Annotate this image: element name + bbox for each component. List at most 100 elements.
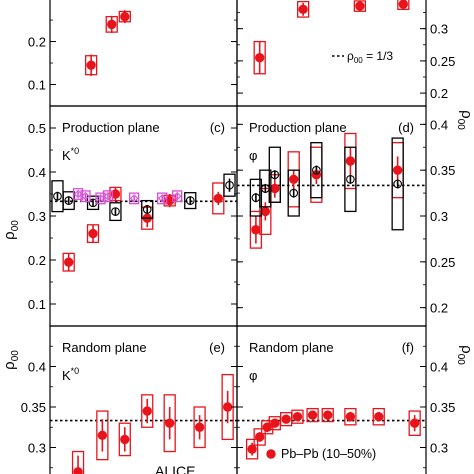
marker-red <box>194 422 205 432</box>
ylabel-right-bottom: ρ00 <box>455 345 474 365</box>
syst-box <box>172 190 183 203</box>
syst-box <box>287 169 300 217</box>
ytick-label: 0.25 <box>430 54 455 69</box>
series-red-filled <box>249 132 404 249</box>
syst-box <box>157 192 168 205</box>
legend-marker <box>266 449 276 459</box>
syst-box <box>253 428 266 446</box>
marker-red <box>392 165 403 175</box>
panel-e: 0.3 0.35 0.4 Random plane (e) K*0 ALICE <box>21 325 238 474</box>
syst-box <box>291 409 304 424</box>
marker-red <box>355 1 365 11</box>
panel-tag: (f) <box>402 340 414 355</box>
marker-red <box>73 467 83 474</box>
syst-box <box>245 438 259 460</box>
panel-title: Production plane <box>62 120 160 135</box>
marker-black-open <box>393 179 403 189</box>
marker-red <box>110 189 121 199</box>
panel-tag: (e) <box>209 340 225 355</box>
marker-red <box>164 418 175 428</box>
syst-box <box>223 173 236 197</box>
ytick-label: 0.3 <box>28 441 46 456</box>
panel-d: 0.2 0.25 0.3 0.35 0.4 Production plane (d) φ <box>236 105 455 327</box>
syst-box <box>249 210 263 249</box>
ytick-label: 0.35 <box>430 400 455 415</box>
marker-red <box>222 402 233 412</box>
plot-area <box>84 10 131 76</box>
syst-box <box>193 406 206 449</box>
syst-box <box>212 182 225 215</box>
marker-black-open <box>346 174 355 184</box>
marker-magenta-open <box>81 191 90 201</box>
collaboration-label: ALICE <box>155 463 195 474</box>
marker-red <box>345 156 356 166</box>
syst-box <box>184 192 197 210</box>
syst-box <box>321 407 334 423</box>
series-red-filled <box>245 407 421 460</box>
marker-red <box>260 206 271 217</box>
legend-label: Pb–Pb (10–50%) <box>281 447 376 461</box>
syst-box <box>102 190 114 203</box>
panel-c: 0.1 0.2 0.3 0.4 0.5 Production plane (c) K*0 <box>28 105 238 327</box>
series-magenta-open <box>72 188 183 205</box>
syst-box <box>344 146 357 213</box>
marker-red <box>142 406 152 416</box>
syst-box <box>95 192 106 205</box>
ytick-label: 0.2 <box>430 301 448 316</box>
syst-box <box>96 410 109 461</box>
marker-red <box>251 225 261 235</box>
marker-red <box>374 412 384 422</box>
ytick-label: 0.5 <box>28 121 46 136</box>
marker-red <box>254 432 265 442</box>
ytick-label: 0.2 <box>430 86 448 101</box>
marker-black-open <box>88 198 98 208</box>
ytick-label: 0.4 <box>28 165 46 180</box>
panels: 0.1 0.2 0.2 0.25 0.3 ρ00 = 1/3 0.1 0.2 0.3 0.4 0.5… <box>21 0 455 474</box>
syst-box <box>128 192 140 205</box>
ytick-label: 0.35 <box>21 400 46 415</box>
syst-box <box>249 178 263 217</box>
marker-red <box>247 444 257 454</box>
series-red-filled <box>71 373 234 474</box>
syst-box <box>408 410 421 436</box>
ytick-label: 0.2 <box>28 253 46 268</box>
series-black-open <box>249 137 404 231</box>
ytick-label: 0.25 <box>430 255 455 270</box>
marker-magenta-open <box>172 191 182 201</box>
syst-box <box>344 407 357 426</box>
panel-f: 0.3 0.35 0.4 Random plane (f) φ Pb–Pb (10–50%) <box>236 325 455 474</box>
ytick-label: 0.3 <box>28 209 46 224</box>
ylabel-left-mid: ρ00 <box>1 220 21 240</box>
ytick-label: 0.3 <box>430 209 448 224</box>
ytick-label: 0.35 <box>430 163 455 178</box>
syst-box <box>397 0 410 10</box>
marker-black-open <box>64 196 74 205</box>
syst-box <box>118 422 131 457</box>
marker-black-open <box>185 196 195 205</box>
syst-box <box>141 394 154 428</box>
marker-red <box>120 434 130 445</box>
series-black-open <box>51 173 236 222</box>
marker-red <box>409 418 420 428</box>
marker-red <box>270 418 280 428</box>
marker-red <box>86 60 96 70</box>
legend-ref-label: ρ00 = 1/3 <box>347 49 393 65</box>
particle-label: φ <box>249 368 257 383</box>
ytick-label: 0.4 <box>430 117 448 132</box>
ytick-label: 0.1 <box>28 297 46 312</box>
marker-magenta-open <box>157 194 167 203</box>
syst-box <box>163 394 176 453</box>
syst-box <box>72 188 84 200</box>
panel-tag: (d) <box>398 120 414 135</box>
marker-red <box>120 11 130 22</box>
panel-title: Production plane <box>249 120 347 135</box>
syst-box <box>86 195 100 211</box>
series-red-filled <box>62 182 225 272</box>
plot-area <box>253 0 410 75</box>
panel-title: Random plane <box>62 340 147 355</box>
marker-red <box>292 412 303 422</box>
marker-red <box>298 4 308 15</box>
marker-magenta-open <box>129 194 139 203</box>
syst-box <box>259 169 272 208</box>
panel-b: 0.2 0.25 0.3 ρ00 = 1/3 <box>236 0 455 107</box>
